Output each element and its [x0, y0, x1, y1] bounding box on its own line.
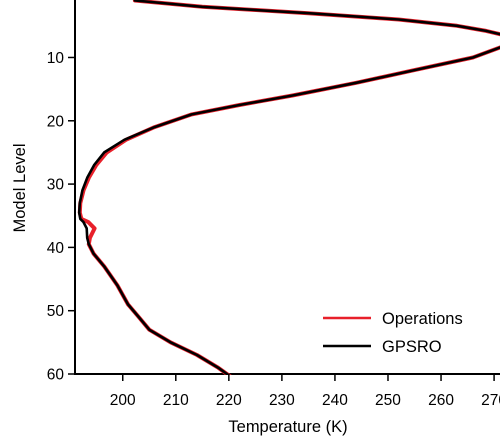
x-tick-label: 200: [110, 392, 136, 409]
x-tick-label: 250: [375, 392, 401, 409]
y-tick-label: 40: [47, 240, 65, 257]
legend: Operations GPSRO: [323, 310, 463, 356]
y-tick-label: 10: [47, 50, 65, 67]
series-line-gpsro: [77, 0, 500, 375]
y-tick-label: 50: [47, 303, 65, 320]
x-tick-label: 270: [481, 392, 500, 409]
legend-label-gpsro: GPSRO: [382, 338, 442, 356]
y-tick-label: 30: [47, 177, 65, 194]
y-tick-label: 20: [47, 113, 65, 130]
legend-label-operations: Operations: [382, 310, 463, 328]
x-tick-label: 260: [428, 392, 454, 409]
y-axis-title: Model Level: [11, 144, 29, 233]
axis-ticks: 200 210 220 230 240 250 260 270 10 20 30 40 50 60: [47, 50, 500, 409]
x-tick-label: 230: [269, 392, 295, 409]
x-tick-label: 240: [322, 392, 348, 409]
x-axis-title: Temperature (K): [228, 418, 347, 436]
x-tick-label: 210: [163, 392, 189, 409]
series-lines: [77, 0, 500, 375]
y-tick-label: 60: [47, 367, 65, 384]
x-tick-label: 220: [216, 392, 242, 409]
